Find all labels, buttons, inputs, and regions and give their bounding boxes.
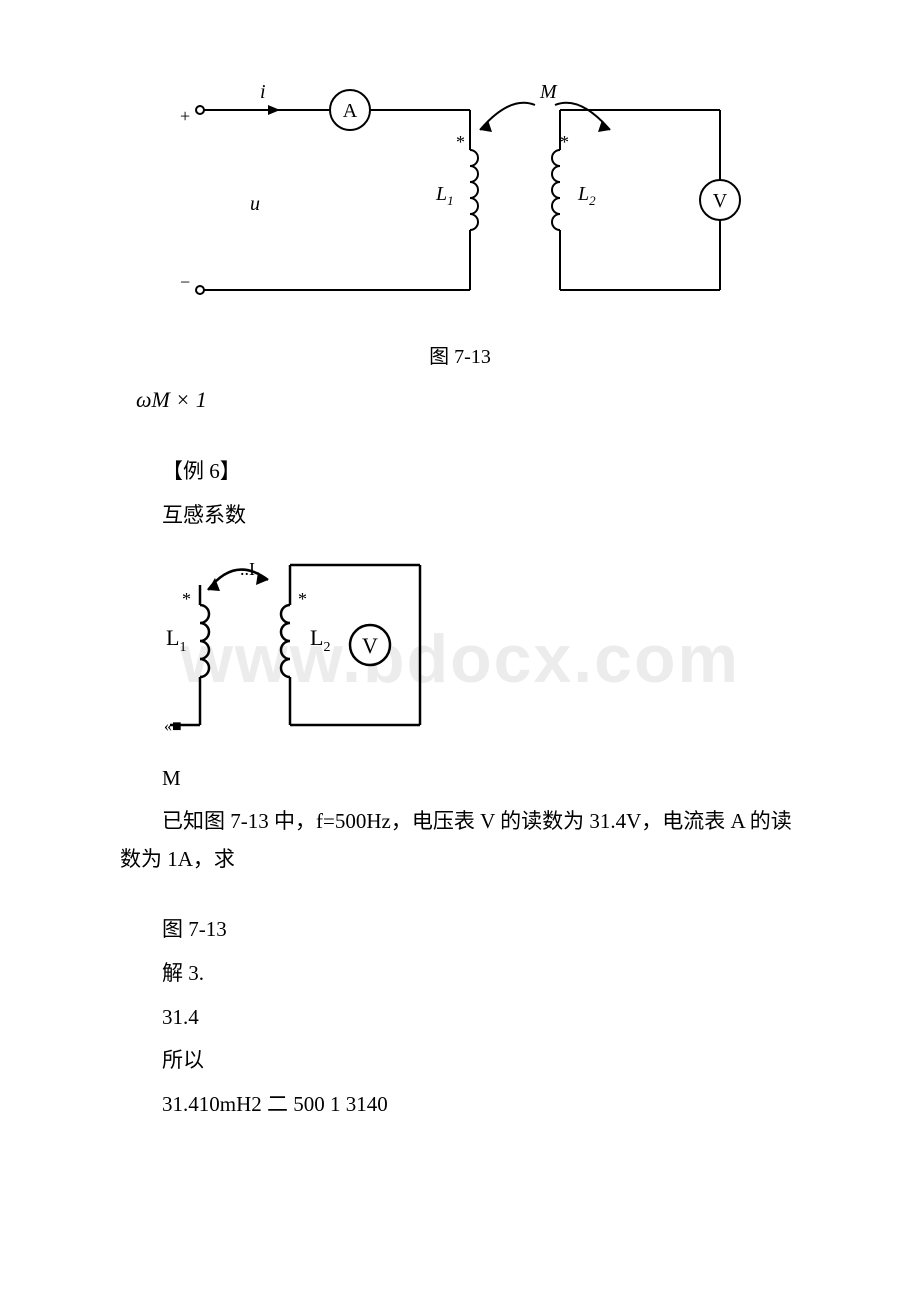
circuit-figure-main: i A M * * L1 L2 V u + − [160,70,760,330]
example-title: 互感系数 [120,497,800,535]
solution-label: 解 3. [120,955,800,993]
dot-L2: * [560,132,569,152]
page-content: i A M * * L1 L2 V u + − 图 7-13 ωM × 1 【例… [0,0,920,1170]
label-u: u [250,193,260,215]
dot-L2-small: * [298,589,307,609]
label-L2: L2 [577,183,596,208]
value-2: 31.410mH2 二 500 1 3140 [120,1086,800,1124]
label-L2-small: L2 [310,625,330,655]
circuit-figure-small: ..I * * L1 L2 V «■ [160,545,460,745]
label-M: M [539,81,558,103]
terminal-plus: + [180,106,190,126]
value-1: 31.4 [120,999,800,1037]
figure-caption-main: 图 7-13 [120,340,800,369]
formula-omega-m: ωM × 1 [136,387,800,413]
label-L1: L1 [435,183,454,208]
example-label: 【例 6】 [120,453,800,491]
problem-text: 已知图 7-13 中，f=500Hz，电压表 V 的读数为 31.4V，电流表 … [120,803,800,879]
dot-L1-small: * [182,589,191,609]
dot-L1: * [456,132,465,152]
label-L1-small: L1 [166,625,186,655]
so-label: 所以 [120,1042,800,1080]
bottom-left-mark: «■ [164,718,182,735]
voltmeter-label-small: V [362,633,378,658]
terminal-minus: − [180,272,190,292]
label-I-small: ..I [240,559,255,579]
figure-ref: 图 7-13 [120,911,800,949]
voltmeter-label: V [713,190,728,212]
ammeter-label: A [343,100,358,122]
M-line: M [120,760,800,798]
label-i: i [260,81,266,103]
